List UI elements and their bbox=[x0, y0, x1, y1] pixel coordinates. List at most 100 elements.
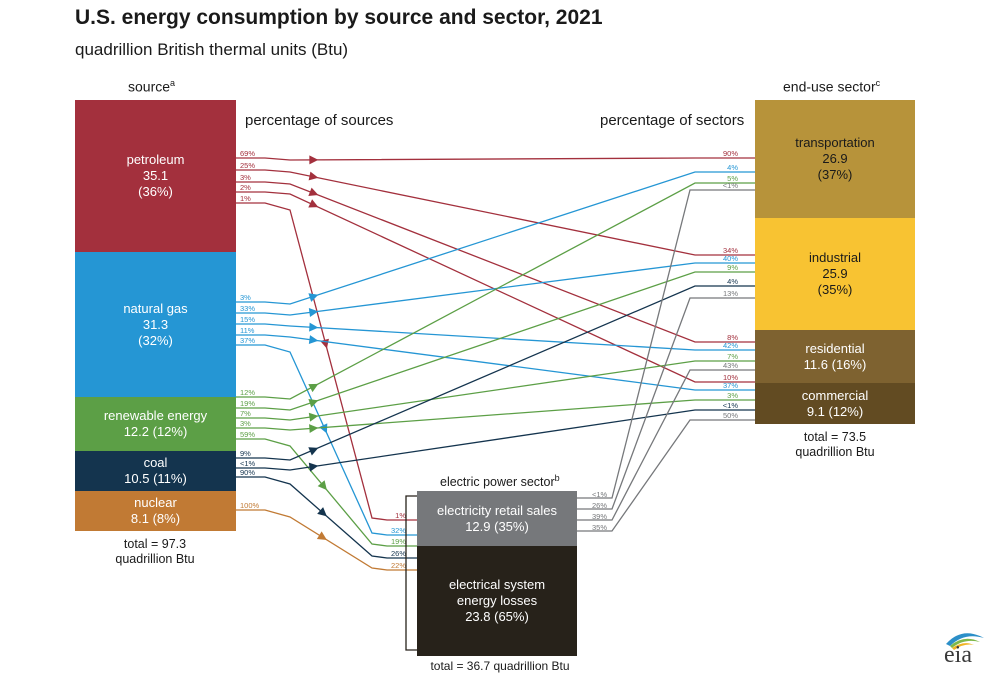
retail-flow-3-electric-label: 35% bbox=[592, 523, 607, 532]
flow-14-electric-label: 19% bbox=[391, 537, 406, 546]
flow-6-sector-label: 40% bbox=[723, 254, 738, 263]
sector-industrial: industrial 25.9 (35%) bbox=[755, 218, 915, 330]
flow-8-arrow bbox=[308, 335, 319, 345]
flow-12 bbox=[236, 360, 755, 421]
flow-7-arrow bbox=[309, 322, 319, 332]
flow-11-arrow bbox=[308, 398, 319, 408]
flow-4-source-label: 1% bbox=[240, 194, 251, 203]
flow-3-sector-label: 10% bbox=[723, 373, 738, 382]
flow-17-arrow bbox=[317, 507, 327, 517]
electricity-retail-sales: electricity retail sales 12.9 (35%) bbox=[417, 491, 577, 546]
flow-13-arrow bbox=[309, 424, 319, 434]
chart-subtitle: quadrillion British thermal units (Btu) bbox=[75, 40, 349, 59]
sector-total: total = 73.5 quadrillion Btu bbox=[795, 430, 875, 459]
flow-5-source-label: 3% bbox=[240, 293, 251, 302]
retail-flow-0-sector-label: <1% bbox=[723, 181, 739, 190]
flow-6-arrow bbox=[308, 308, 319, 317]
electric-power-sector-header: electric power sectorb bbox=[440, 473, 560, 490]
flow-5-arrow bbox=[308, 293, 319, 302]
flow-12-arrow bbox=[308, 412, 319, 422]
source-header: sourcea bbox=[128, 78, 176, 95]
sector-transportation: transportation 26.9 (37%) bbox=[755, 100, 915, 218]
source-coal: coal 10.5 (11%) bbox=[75, 451, 236, 491]
retail-flow-2 bbox=[577, 369, 755, 521]
flow-18-electric-label: 22% bbox=[391, 561, 406, 570]
retail-flow-2-electric-label: 39% bbox=[592, 512, 607, 521]
flow-14-arrow bbox=[317, 480, 327, 491]
flow-2 bbox=[236, 181, 755, 343]
retail-flow-0-electric-label: <1% bbox=[592, 490, 608, 499]
flow-0 bbox=[236, 157, 755, 161]
sector-residential: residential 11.6 (16%) bbox=[755, 330, 915, 383]
sector-commercial: commercial 9.1 (12%) bbox=[755, 383, 915, 424]
flow-11 bbox=[236, 271, 755, 411]
flow-14-source-label: 59% bbox=[240, 430, 255, 439]
flow-8-sector-label: 37% bbox=[723, 381, 738, 390]
flow-1-arrow bbox=[308, 171, 319, 181]
flow-9-electric-label: 32% bbox=[391, 526, 406, 535]
flow-12-sector-label: 7% bbox=[727, 352, 738, 361]
retail-flow-1-electric-label: 26% bbox=[592, 501, 607, 510]
flow-3-arrow bbox=[308, 199, 319, 208]
flow-4 bbox=[236, 202, 417, 521]
flow-18-source-label: 100% bbox=[240, 501, 260, 510]
flow-11-source-label: 19% bbox=[240, 399, 255, 408]
flow-5-sector-label: 4% bbox=[727, 163, 738, 172]
retail-flow-3-sector-label: 50% bbox=[723, 411, 738, 420]
flow-10-arrow bbox=[308, 383, 319, 393]
flow-18 bbox=[236, 509, 417, 571]
eia-logo-swoosh-icon bbox=[946, 633, 984, 650]
retail-flow-2-sector-label: 43% bbox=[723, 361, 738, 370]
flow-13-source-label: 3% bbox=[240, 419, 251, 428]
flow-3 bbox=[236, 191, 755, 383]
flow-9-arrow bbox=[319, 423, 328, 434]
retail-flow-1 bbox=[577, 297, 755, 510]
flow-17-electric-label: 26% bbox=[391, 549, 406, 558]
flow-0-source-label: 69% bbox=[240, 149, 255, 158]
flow-17-source-label: 90% bbox=[240, 468, 255, 477]
flow-16-source-label: <1% bbox=[240, 459, 256, 468]
eia-logo: eia bbox=[940, 628, 990, 673]
flow-15-arrow bbox=[308, 447, 319, 456]
source-renewable-energy: renewable energy 12.2 (12%) bbox=[75, 397, 236, 451]
percentage-of-sources-header: percentage of sources bbox=[245, 112, 394, 129]
flow-14 bbox=[236, 438, 417, 547]
flow-15-sector-label: 4% bbox=[727, 277, 738, 286]
flow-6 bbox=[236, 262, 755, 316]
flow-16-arrow bbox=[308, 462, 319, 472]
electrical-system-energy-losses: electrical system energy losses 23.8 (65%) bbox=[417, 546, 577, 656]
end-use-sector-header: end-use sectorc bbox=[783, 78, 881, 95]
flow-7-source-label: 15% bbox=[240, 315, 255, 324]
flow-17 bbox=[236, 476, 417, 559]
flow-16 bbox=[236, 409, 755, 471]
flow-8 bbox=[236, 334, 755, 391]
flow-2-sector-label: 8% bbox=[727, 333, 738, 342]
source-total: total = 97.3 quadrillion Btu bbox=[115, 537, 195, 566]
flow-18-arrow bbox=[316, 531, 327, 540]
flow-11-sector-label: 9% bbox=[727, 263, 738, 272]
losses-bracket bbox=[405, 495, 417, 651]
flow-10 bbox=[236, 182, 755, 400]
flow-4-arrow bbox=[320, 338, 329, 349]
flow-1-source-label: 25% bbox=[240, 161, 255, 170]
flow-4-electric-label: 1% bbox=[395, 511, 406, 520]
flow-16-sector-label: <1% bbox=[723, 401, 739, 410]
source-petroleum: petroleum 35.1 (36%) bbox=[75, 100, 236, 252]
flow-9-source-label: 37% bbox=[240, 336, 255, 345]
retail-flow-3 bbox=[577, 419, 755, 532]
flow-10-sector-label: 5% bbox=[727, 174, 738, 183]
flow-12-source-label: 7% bbox=[240, 409, 251, 418]
flow-1 bbox=[236, 169, 755, 256]
flow-13-sector-label: 3% bbox=[727, 391, 738, 400]
flow-6-source-label: 33% bbox=[240, 304, 255, 313]
flow-0-sector-label: 90% bbox=[723, 149, 738, 158]
chart-title: U.S. energy consumption by source and se… bbox=[75, 6, 603, 29]
flow-0-arrow bbox=[309, 155, 319, 165]
flow-7 bbox=[236, 323, 755, 351]
percentage-of-sectors-header: percentage of sectors bbox=[600, 112, 745, 129]
flow-13 bbox=[236, 399, 755, 431]
flow-5 bbox=[236, 171, 755, 305]
retail-flow-1-sector-label: 13% bbox=[723, 289, 738, 298]
flow-9 bbox=[236, 344, 417, 536]
